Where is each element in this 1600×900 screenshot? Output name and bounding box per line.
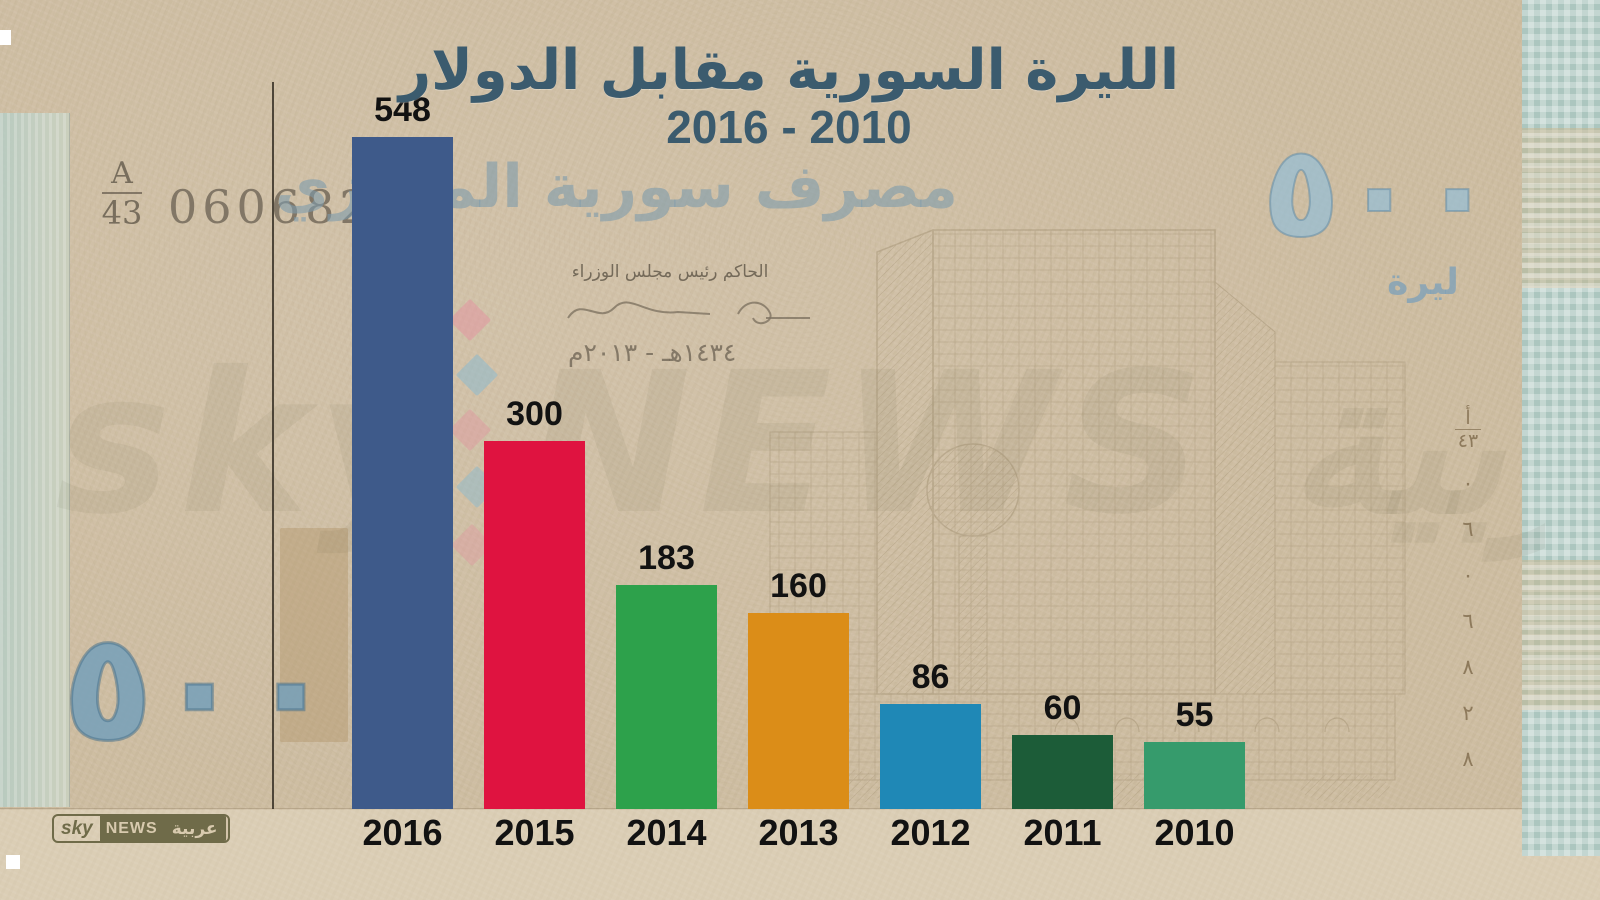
- vertical-serial-letter: أ: [1465, 407, 1471, 429]
- year-label-2013: 2013: [758, 812, 839, 853]
- fraction-line: [1455, 429, 1481, 430]
- central-bank-building-etching: [754, 228, 1406, 806]
- signature-squiggles: [567, 301, 810, 325]
- currency-word-lira: ليرة: [1387, 262, 1459, 303]
- skynews-arabia-logo: sky NEWS عربية: [52, 814, 230, 843]
- vertical-serial: أ ٤٣ ٠ ٦ ٠ ٦ ٨ ٢ ٨: [1446, 408, 1490, 793]
- vertical-serial-digit: ٦: [1462, 609, 1474, 633]
- vertical-serial-digit: ٠: [1462, 563, 1474, 587]
- banknote-date: ١٤٣٤هـ - ٢٠١٣م: [568, 338, 737, 367]
- vertical-serial-digit: ٢: [1462, 701, 1474, 725]
- logo-arabic-text: عربية: [163, 816, 228, 841]
- logo-sky-text: sky: [61, 818, 93, 839]
- value-label-2014: 183: [638, 539, 695, 577]
- vertical-serial-number: ٤٣: [1457, 430, 1479, 452]
- vertical-serial-digit: ٠: [1462, 471, 1474, 495]
- white-square-artifact-top: [0, 30, 11, 45]
- vertical-serial-digit: ٨: [1462, 655, 1474, 679]
- value-label-2015: 300: [506, 395, 563, 433]
- year-label-2015: 2015: [494, 812, 575, 853]
- chart-subtitle: 2016 - 2010: [666, 101, 912, 153]
- year-label-2011: 2011: [1023, 812, 1102, 853]
- vertical-serial-digit: ٦: [1462, 517, 1474, 541]
- banknote-tan-patch: [280, 528, 348, 742]
- chart-title: الليرة السورية مقابل الدولار: [398, 38, 1180, 103]
- signature-labels: الحاكم رئيس مجلس الوزراء: [571, 262, 769, 282]
- year-label-2014: 2014: [626, 812, 707, 853]
- year-label-2012: 2012: [890, 812, 971, 853]
- security-strip-left: [0, 113, 70, 807]
- y-axis-line: [272, 82, 274, 809]
- white-square-artifact-bottom: [6, 855, 20, 869]
- value-label-2012: 86: [911, 658, 950, 696]
- value-label-2011: 60: [1043, 689, 1082, 727]
- bar-2016: [352, 137, 453, 809]
- vertical-serial-digit: ٨: [1462, 747, 1474, 771]
- pattern-patch: [1522, 128, 1600, 288]
- vertical-serial-fraction: أ ٤٣: [1455, 408, 1481, 451]
- bar-2013: [748, 613, 849, 809]
- bar-2011: [1012, 735, 1113, 809]
- series-letter: A: [111, 156, 133, 191]
- vertical-serial-digits: ٠ ٦ ٠ ٦ ٨ ٢ ٨: [1462, 471, 1473, 793]
- bar-2012: [880, 704, 981, 809]
- denomination-top-right: ٥٠٠: [1261, 118, 1497, 267]
- bar-2015: [484, 441, 585, 809]
- banknote-bottom-margin: [0, 810, 1600, 900]
- pattern-patch: [1522, 560, 1600, 710]
- bar-2014: [616, 585, 717, 809]
- value-label-2016: 548: [374, 91, 431, 129]
- year-label-2010: 2010: [1154, 812, 1235, 853]
- year-label-2016: 2016: [362, 812, 443, 853]
- pattern-band-right: [1522, 0, 1600, 856]
- series-number: 43: [101, 194, 143, 232]
- series-fraction: A 43: [92, 156, 152, 232]
- fraction-line: [102, 192, 142, 194]
- value-label-2010: 55: [1175, 696, 1214, 734]
- logo-news-text: NEWS: [99, 816, 164, 841]
- denomination-bottom-left: ٥٠٠: [61, 601, 337, 775]
- bar-2010: [1144, 742, 1245, 809]
- value-label-2013: 160: [770, 567, 827, 605]
